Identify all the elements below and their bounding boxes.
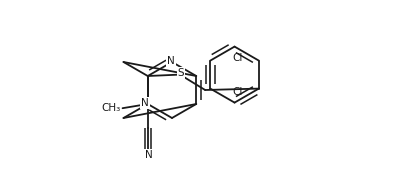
Text: CH₃: CH₃	[101, 103, 120, 113]
Text: S: S	[178, 68, 184, 78]
Text: N: N	[141, 98, 149, 108]
Text: Cl: Cl	[232, 53, 243, 63]
Text: Cl: Cl	[232, 87, 243, 97]
Text: N: N	[112, 103, 120, 113]
Text: N: N	[167, 56, 175, 66]
Text: N: N	[145, 150, 152, 160]
